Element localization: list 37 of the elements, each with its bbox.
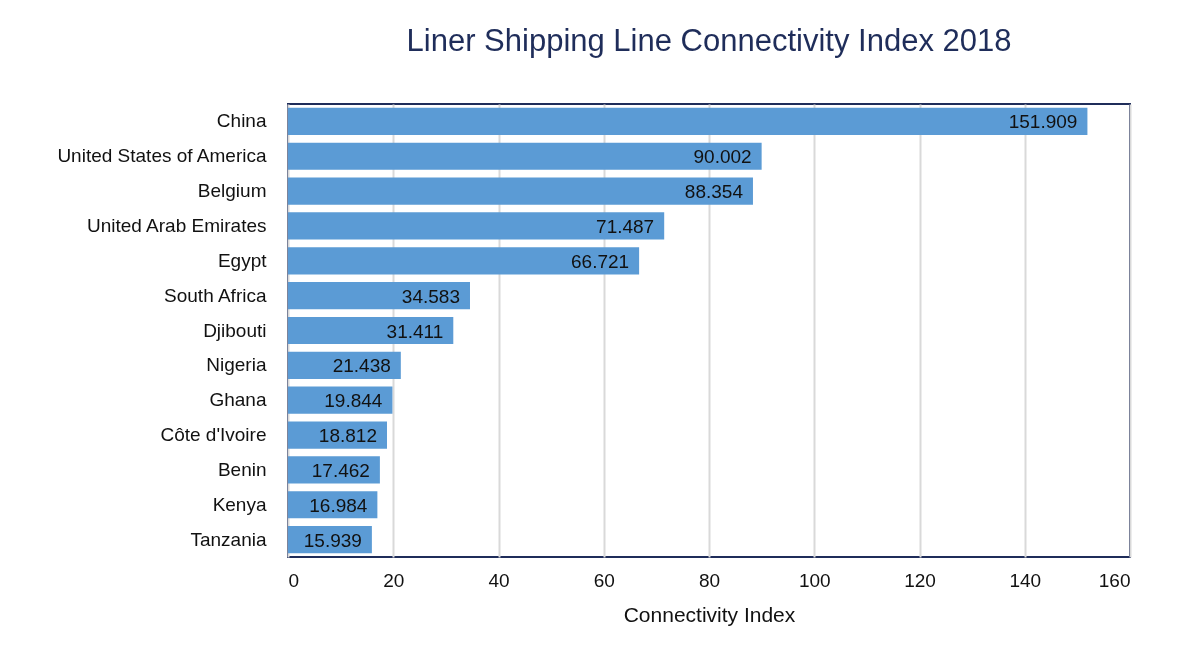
y-tick-label: Tanzania (190, 528, 267, 550)
x-tick-label: 40 (488, 569, 510, 591)
data-label: 19.844 (324, 390, 383, 412)
data-label: 151.909 (1008, 111, 1078, 133)
y-tick-label: United States of America (57, 145, 267, 167)
data-label: 21.438 (332, 355, 391, 377)
x-tick-label: 100 (798, 569, 831, 591)
y-tick-label: Belgium (197, 180, 267, 202)
x-tick-label: 120 (904, 569, 936, 591)
chart-title: Liner Shipping Line Connectivity Index 2018 (406, 23, 1012, 58)
data-label: 16.984 (309, 494, 368, 516)
x-axis-title: Connectivity Index (623, 602, 796, 626)
data-label: 15.939 (303, 529, 362, 551)
y-tick-label: Egypt (217, 249, 268, 271)
data-label: 88.354 (684, 181, 744, 203)
data-label: 31.411 (386, 320, 444, 342)
x-tick-label: 140 (1009, 569, 1042, 591)
data-label: 34.583 (401, 285, 460, 307)
data-label: 17.462 (311, 459, 370, 481)
x-tick-label: 80 (698, 569, 721, 591)
y-tick-label: South Africa (164, 284, 267, 306)
x-tick-label: 0 (288, 569, 300, 591)
x-tick-label: 160 (1098, 569, 1131, 591)
data-label: 18.812 (318, 425, 377, 447)
y-tick-label: Nigeria (206, 354, 267, 376)
data-label: 66.721 (570, 250, 630, 272)
y-tick-label: Côte d'Ivoire (160, 424, 267, 446)
y-tick-label: Kenya (212, 493, 267, 515)
x-tick-label: 60 (593, 569, 615, 591)
data-label: 90.002 (693, 146, 752, 168)
y-tick-label: China (216, 110, 267, 132)
y-tick-label: Ghana (209, 389, 267, 411)
x-tick-label: 20 (383, 569, 405, 591)
y-tick-label: Djibouti (203, 319, 267, 341)
y-tick-label: Benin (217, 458, 267, 480)
data-label: 71.487 (596, 215, 655, 237)
y-tick-label: United Arab Emirates (86, 214, 267, 236)
